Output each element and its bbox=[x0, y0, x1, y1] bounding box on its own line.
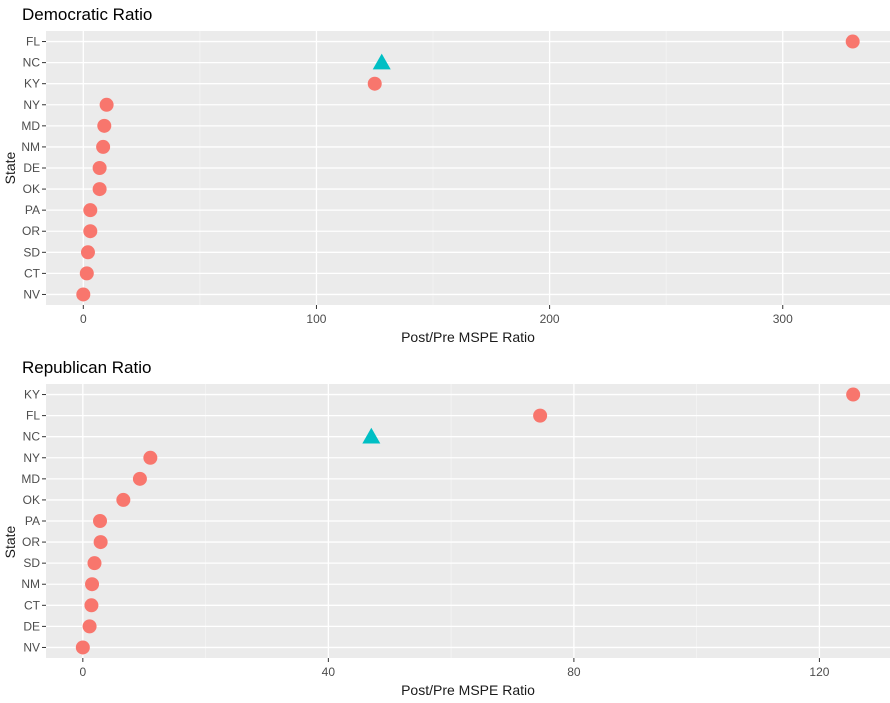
y-tick-label: PA bbox=[25, 514, 40, 528]
y-tick-label: SD bbox=[23, 245, 40, 259]
democratic-ratio-chart: Democratic Ratio 0 100 200 300 FL NC KY NY MD NM D… bbox=[0, 0, 890, 350]
point-de bbox=[82, 619, 97, 634]
democratic-ratio-plot: Democratic Ratio 0 100 200 300 FL NC KY NY MD NM D… bbox=[2, 5, 890, 345]
y-tick-label: OK bbox=[23, 182, 40, 196]
y-tick-label: MD bbox=[21, 472, 40, 486]
point-ok bbox=[116, 492, 131, 507]
point-fl bbox=[845, 34, 860, 49]
republican-ratio-chart: Republican Ratio 0 40 80 120 KY FL NC NY MD OK PA O… bbox=[0, 352, 890, 703]
point-fl bbox=[533, 408, 548, 423]
y-tick-label: MD bbox=[21, 119, 40, 133]
y-tick-label: DE bbox=[23, 161, 40, 175]
y-tick-label: NY bbox=[23, 98, 40, 112]
point-nv bbox=[76, 287, 91, 302]
point-md bbox=[132, 471, 147, 486]
point-or bbox=[93, 535, 108, 550]
x-tick-label: 80 bbox=[567, 665, 581, 679]
x-tick-label: 100 bbox=[306, 312, 326, 326]
chart-title: Democratic Ratio bbox=[22, 5, 152, 24]
point-ct bbox=[79, 266, 94, 281]
y-tick-label: FL bbox=[26, 35, 40, 49]
point-or bbox=[83, 224, 98, 239]
point-ct bbox=[84, 598, 99, 613]
y-tick-label: CT bbox=[24, 266, 41, 280]
y-tick-label: PA bbox=[25, 203, 40, 217]
y-tick-label: KY bbox=[24, 77, 40, 91]
y-tick-label: NM bbox=[21, 140, 40, 154]
point-nc bbox=[362, 427, 381, 444]
point-sd bbox=[80, 245, 95, 260]
y-axis-title: State bbox=[2, 151, 18, 184]
point-nv bbox=[75, 640, 90, 655]
x-axis-title: Post/Pre MSPE Ratio bbox=[401, 329, 535, 345]
republican-ratio-plot: Republican Ratio 0 40 80 120 KY FL NC NY MD OK PA O… bbox=[2, 358, 890, 698]
y-tick-label: KY bbox=[24, 388, 40, 402]
y-tick-label: NC bbox=[23, 56, 41, 70]
point-de bbox=[92, 161, 107, 175]
y-tick-label: NV bbox=[23, 640, 40, 654]
y-tick-label: OK bbox=[23, 493, 40, 507]
point-nm bbox=[85, 577, 100, 592]
point-ky bbox=[367, 76, 382, 91]
point-ky bbox=[846, 387, 861, 402]
y-tick-label: NV bbox=[23, 287, 40, 301]
y-tick-label: NM bbox=[21, 577, 40, 591]
point-sd bbox=[87, 556, 102, 571]
y-tick-label: OR bbox=[22, 224, 40, 238]
point-nc bbox=[372, 53, 391, 70]
y-tick-label: NY bbox=[23, 451, 40, 465]
y-tick-label: NC bbox=[23, 430, 41, 444]
x-tick-label: 40 bbox=[322, 665, 336, 679]
point-ok bbox=[92, 182, 107, 197]
point-pa bbox=[93, 514, 108, 528]
point-ny bbox=[143, 450, 158, 465]
x-tick-label: 200 bbox=[540, 312, 560, 326]
chart-title: Republican Ratio bbox=[22, 358, 151, 377]
x-tick-label: 120 bbox=[809, 665, 829, 679]
point-nm bbox=[96, 139, 111, 154]
point-md bbox=[97, 118, 112, 133]
x-tick-label: 300 bbox=[773, 312, 793, 326]
y-axis-title: State bbox=[2, 525, 18, 558]
y-tick-label: FL bbox=[26, 409, 40, 423]
y-tick-label: CT bbox=[24, 598, 41, 612]
x-axis-title: Post/Pre MSPE Ratio bbox=[401, 682, 535, 698]
point-ny bbox=[99, 97, 114, 112]
y-tick-label: DE bbox=[23, 619, 40, 633]
x-tick-label: 0 bbox=[79, 665, 86, 679]
point-pa bbox=[83, 203, 98, 218]
y-tick-label: SD bbox=[23, 556, 40, 570]
y-tick-label: OR bbox=[22, 535, 40, 549]
x-tick-label: 0 bbox=[80, 312, 87, 326]
